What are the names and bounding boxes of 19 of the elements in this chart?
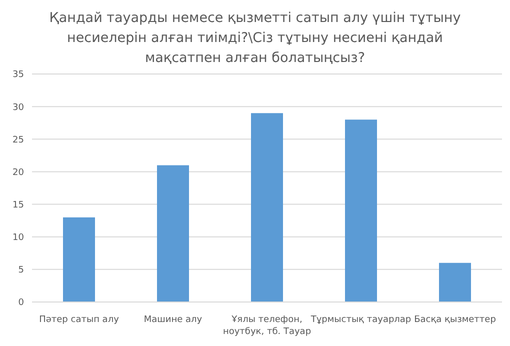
bar bbox=[63, 217, 95, 302]
y-tick-label: 5 bbox=[18, 266, 24, 276]
x-tick-label: Ұялы телефон, ноутбук, тб. Тауар bbox=[222, 315, 312, 337]
bar bbox=[439, 262, 471, 302]
chart-title: Қандай тауарды немесе қызметті сатып алу үшін тұтыну несиелерін алған тиімді?\Сіз тұтыну несиені қандай мақсатпен алған болатыңсыз? bbox=[48, 9, 462, 68]
y-tick-label: 0 bbox=[18, 298, 24, 308]
y-tick-label: 35 bbox=[12, 70, 24, 80]
y-tick-label: 25 bbox=[12, 135, 24, 146]
x-tick-label: Тұрмыстық тауарлар bbox=[310, 315, 412, 325]
x-tick-label: Басқа қызметтер bbox=[414, 315, 496, 325]
bar bbox=[345, 120, 377, 302]
bar bbox=[157, 165, 189, 302]
y-tick-label: 15 bbox=[12, 200, 24, 210]
x-tick-label: Машине алу bbox=[144, 315, 203, 325]
y-tick-label: 30 bbox=[12, 102, 24, 113]
bar bbox=[251, 113, 283, 302]
y-tick-label: 20 bbox=[12, 168, 24, 178]
x-tick-label: Пәтер сатып алу bbox=[39, 315, 120, 325]
y-tick-label: 10 bbox=[12, 233, 24, 244]
